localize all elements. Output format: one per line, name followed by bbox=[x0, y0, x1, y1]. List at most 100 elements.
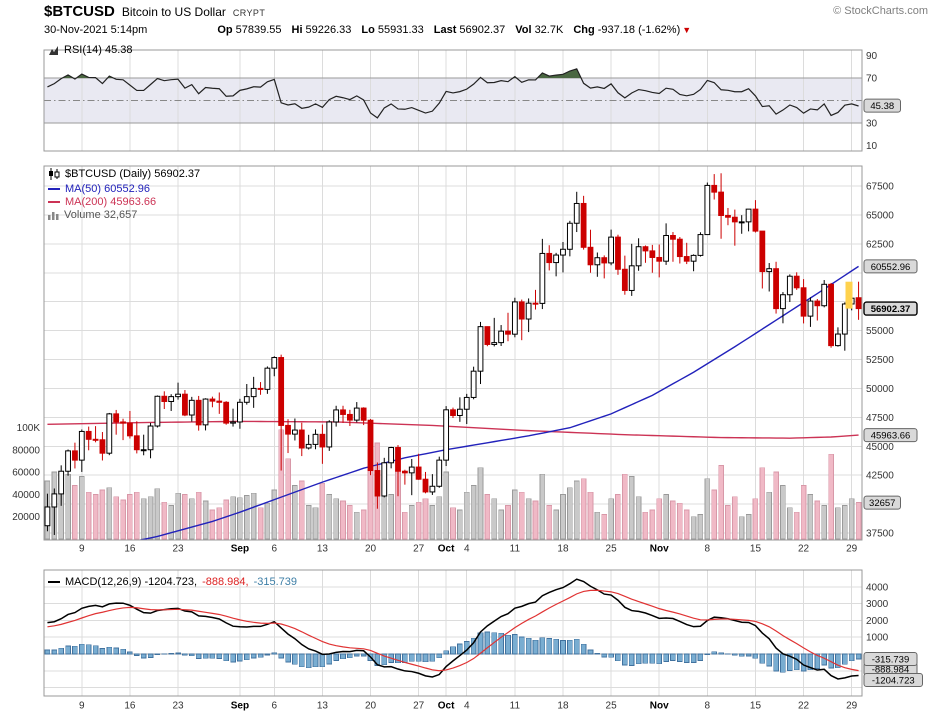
candle-body bbox=[608, 236, 615, 264]
x-axis-label: 25 bbox=[606, 544, 618, 555]
candle-body bbox=[113, 413, 120, 423]
volume-bar bbox=[422, 498, 429, 540]
volume-bar bbox=[140, 498, 147, 540]
candle-body bbox=[587, 246, 594, 266]
stockcharts-credit-link[interactable]: © StockCharts.com bbox=[833, 5, 928, 17]
candle-body bbox=[800, 287, 807, 317]
ma200-line bbox=[47, 420, 859, 439]
price-gridlines bbox=[44, 185, 862, 534]
candle-body bbox=[456, 408, 463, 416]
candle-body bbox=[656, 256, 663, 262]
macd-histogram-bar bbox=[298, 653, 305, 668]
x-axis-label: Sep bbox=[231, 544, 249, 555]
macd-histogram-bar bbox=[580, 643, 587, 655]
candle-body bbox=[573, 202, 580, 224]
macd-histogram-bar bbox=[848, 653, 855, 662]
volume-bar bbox=[244, 495, 250, 540]
volume-bar bbox=[787, 507, 793, 540]
macd-histogram-bar bbox=[436, 653, 443, 659]
macd-histogram-bar bbox=[443, 650, 449, 655]
volume-legend-label: Volume 32,657 bbox=[64, 209, 138, 221]
volume-bar bbox=[773, 471, 779, 540]
macd-histogram-bar bbox=[491, 632, 498, 655]
volume-value-badge-label: 32657 bbox=[869, 498, 895, 509]
volume-bar bbox=[168, 505, 174, 540]
volume-bar bbox=[285, 458, 291, 540]
volume-tick-label: 20000 bbox=[12, 512, 40, 523]
candle-body bbox=[553, 254, 560, 264]
macd-histogram-bar bbox=[326, 653, 333, 665]
macd-histogram-bar bbox=[278, 653, 284, 659]
volume-bar bbox=[766, 491, 772, 540]
candle-body bbox=[85, 430, 92, 440]
candle-body bbox=[745, 208, 752, 223]
volume-bar bbox=[649, 509, 656, 540]
volume-bar bbox=[718, 465, 724, 540]
candle-body bbox=[766, 268, 773, 273]
candle-body bbox=[291, 429, 298, 435]
last-price-badge bbox=[863, 301, 918, 316]
macd-histogram-bar bbox=[106, 646, 113, 655]
macd-value-badge-label: -315.739 bbox=[872, 655, 910, 666]
candle-body bbox=[65, 450, 71, 472]
candle-body bbox=[594, 257, 601, 266]
price-legend-label: $BTCUSD (Daily) 56902.37 bbox=[65, 168, 201, 180]
volume-bar bbox=[848, 498, 855, 540]
candle-body bbox=[731, 216, 738, 223]
candle-body bbox=[635, 246, 642, 267]
volume-bar bbox=[347, 505, 353, 540]
macd-histogram-bar bbox=[704, 653, 711, 655]
volume-bar bbox=[340, 500, 346, 540]
candle-body bbox=[415, 466, 422, 480]
x-axis-label: 16 bbox=[124, 701, 136, 712]
macd-histogram-bar bbox=[573, 638, 580, 655]
macd-histogram-bar bbox=[347, 653, 353, 659]
vertical-gridlines bbox=[81, 50, 853, 696]
volume-bar bbox=[65, 473, 71, 540]
macd-histogram-bar bbox=[51, 649, 58, 655]
volume-bar bbox=[560, 494, 566, 540]
ma50-legend: MA(50) 60552.96 bbox=[48, 183, 150, 195]
candle-body bbox=[670, 235, 676, 240]
macd-histogram-bar bbox=[154, 653, 161, 656]
quote-high: Hi 59226.33 bbox=[292, 24, 352, 36]
volume-bar bbox=[271, 489, 278, 540]
macd-histogram-bar bbox=[381, 653, 388, 666]
macd-histogram-bar bbox=[305, 653, 312, 669]
candle-body bbox=[127, 422, 133, 437]
candle-body bbox=[642, 246, 649, 252]
x-axis-label: 8 bbox=[705, 544, 711, 555]
volume-bar bbox=[628, 476, 635, 540]
macd-histogram-bar bbox=[140, 653, 147, 659]
low-value: 55931.33 bbox=[377, 24, 424, 36]
chart-title-bar: $BTCUSD Bitcoin to US Dollar CRYPT bbox=[44, 3, 265, 20]
x-axis-label: 18 bbox=[557, 701, 569, 712]
volume-bar bbox=[305, 505, 312, 540]
x-axis-label: 20 bbox=[365, 544, 377, 555]
macd-histogram-bar bbox=[532, 639, 539, 655]
macd-histogram-bar bbox=[147, 653, 154, 658]
volume-bar bbox=[738, 516, 745, 540]
volume-bar bbox=[237, 497, 243, 540]
volume-bar bbox=[106, 487, 113, 540]
volume-bar bbox=[807, 494, 814, 540]
volume-bar bbox=[793, 511, 800, 540]
candle-body bbox=[133, 435, 140, 451]
candle-body bbox=[147, 425, 154, 451]
volume-bar bbox=[408, 505, 415, 540]
volume-bar bbox=[835, 507, 841, 540]
macd-tick-label: 4000 bbox=[866, 582, 889, 593]
x-axis-label: 22 bbox=[798, 701, 810, 712]
candle-body bbox=[814, 300, 821, 307]
volume-bar bbox=[154, 488, 161, 540]
volume-bar bbox=[182, 494, 188, 540]
macd-line-icon bbox=[48, 581, 60, 583]
volume-bar bbox=[388, 494, 394, 540]
volume-bar bbox=[539, 473, 546, 540]
candlestick-icon bbox=[49, 168, 60, 180]
macd-histogram-bar bbox=[780, 653, 786, 673]
x-axis-label: 6 bbox=[271, 701, 277, 712]
macd-histogram-bar bbox=[257, 653, 264, 658]
rsi-legend-label: RSI(14) 45.38 bbox=[64, 44, 133, 56]
candle-body bbox=[828, 283, 834, 347]
